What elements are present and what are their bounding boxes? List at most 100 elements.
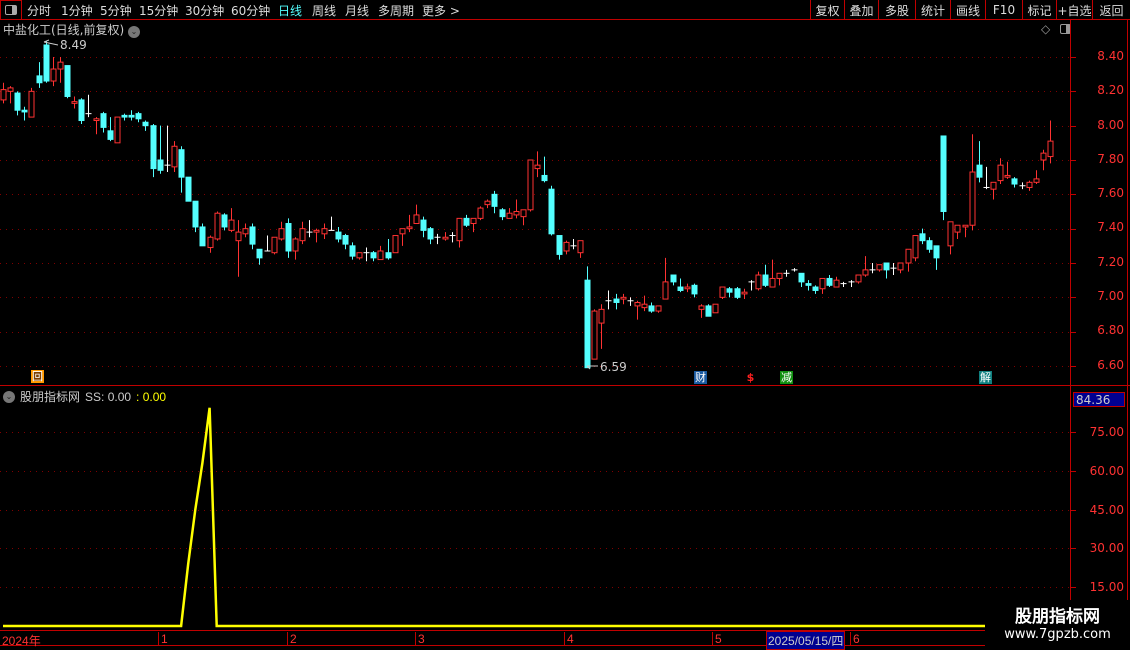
candle	[783, 269, 790, 277]
candle	[1033, 170, 1040, 185]
candle	[1019, 182, 1026, 190]
candle	[755, 271, 762, 291]
candle	[662, 257, 669, 300]
watermark-title: 股朋指标网	[1015, 607, 1100, 627]
candle	[256, 248, 263, 265]
candle	[648, 302, 655, 313]
tab-weekly[interactable]: 周线	[312, 4, 337, 18]
candle-body	[7, 87, 14, 92]
overlay-button[interactable]: 叠加	[844, 0, 878, 20]
candle-body	[620, 296, 627, 300]
candle	[328, 216, 335, 231]
candle-body	[93, 118, 100, 122]
event-marker-unlock[interactable]: 解	[979, 371, 992, 384]
candle-body	[1004, 174, 1011, 178]
candle	[235, 220, 242, 277]
multi-stock-button[interactable]: 多股	[878, 0, 915, 20]
mark-button[interactable]: 标记	[1022, 0, 1056, 20]
price-tick: 8.00	[1097, 118, 1124, 132]
candle-body	[563, 241, 570, 252]
candle	[171, 141, 178, 173]
event-marker-reduce[interactable]: 减	[780, 371, 793, 384]
candle-body	[691, 284, 698, 295]
tab-daily[interactable]: 日线	[278, 4, 303, 18]
candle-body	[349, 245, 356, 257]
chevron-down-icon[interactable]: ⌄	[3, 390, 15, 403]
candle-body	[933, 245, 940, 259]
tab-monthly[interactable]: 月线	[345, 4, 370, 18]
candle-body	[1033, 178, 1040, 183]
candle	[214, 211, 221, 241]
event-marker-hui[interactable]: 回	[31, 370, 44, 383]
price-axis-border	[1070, 20, 1071, 632]
candle-body	[242, 228, 249, 235]
candle-body	[43, 44, 50, 82]
fuquan-button[interactable]: 复权	[810, 0, 844, 20]
candle-body	[897, 262, 904, 271]
candle-body	[655, 305, 662, 312]
candle	[969, 134, 976, 231]
candle	[93, 117, 100, 135]
candle	[1040, 149, 1047, 171]
candle	[484, 199, 491, 209]
candle	[869, 263, 876, 274]
candle-body	[541, 174, 548, 182]
high-pointer-icon	[43, 39, 59, 46]
candle	[463, 214, 470, 227]
add-watchlist-button[interactable]: +自选	[1056, 0, 1092, 20]
candle-body	[313, 229, 320, 233]
candle-body	[356, 252, 363, 259]
candle-body	[427, 228, 434, 240]
candle-body	[769, 277, 776, 288]
tab-fenshi[interactable]: 分时	[27, 4, 52, 18]
f10-button[interactable]: F10	[985, 0, 1022, 20]
candle	[164, 125, 171, 173]
candle	[142, 120, 149, 131]
candle-body	[285, 223, 292, 252]
tab-5min[interactable]: 5分钟	[100, 4, 132, 18]
candle	[121, 113, 128, 121]
tab-15min[interactable]: 15分钟	[139, 4, 179, 18]
chevron-down-icon[interactable]: ⌄	[128, 25, 141, 38]
candle-body	[157, 159, 164, 171]
candle-body	[905, 248, 912, 264]
candle-body	[962, 224, 969, 228]
candle	[506, 208, 513, 219]
indicator-name[interactable]: 股朋指标网	[20, 390, 81, 404]
candle-body	[370, 252, 377, 259]
statistics-button[interactable]: 统计	[915, 0, 950, 20]
indicator-tick: 75.00	[1089, 425, 1124, 439]
candle	[7, 86, 14, 104]
tab-1min[interactable]: 1分钟	[61, 4, 93, 18]
candle	[449, 232, 456, 243]
ss-value: : 0.00	[136, 389, 167, 404]
candle-body	[812, 286, 819, 291]
candle-body	[36, 75, 43, 84]
price-tick: 6.80	[1097, 323, 1124, 337]
event-marker-dividend[interactable]: $	[746, 371, 755, 384]
tab-multi-period[interactable]: 多周期	[378, 4, 415, 18]
event-marker-finance[interactable]: 财	[694, 371, 707, 384]
tab-more[interactable]: 更多 >	[422, 4, 460, 18]
candle	[812, 285, 819, 294]
pane-divider[interactable]	[0, 385, 1130, 386]
candle-body	[969, 171, 976, 226]
candle	[50, 57, 57, 87]
time-label: 1	[158, 632, 168, 646]
tab-60min[interactable]: 60分钟	[231, 4, 271, 18]
candle	[855, 274, 862, 284]
candle-body	[207, 236, 214, 249]
draw-line-button[interactable]: 画线	[950, 0, 985, 20]
panel-toggle-icon[interactable]	[0, 0, 22, 20]
candle-body	[883, 262, 890, 271]
candle	[306, 220, 313, 238]
candle-body	[670, 274, 677, 283]
back-button[interactable]: 返回	[1092, 0, 1130, 20]
candle-body	[14, 92, 21, 111]
candle	[1011, 177, 1018, 188]
candle-body	[641, 303, 648, 309]
tab-30min[interactable]: 30分钟	[185, 4, 225, 18]
diamond-icon[interactable]: ◇	[1041, 22, 1051, 36]
candle	[534, 151, 541, 178]
